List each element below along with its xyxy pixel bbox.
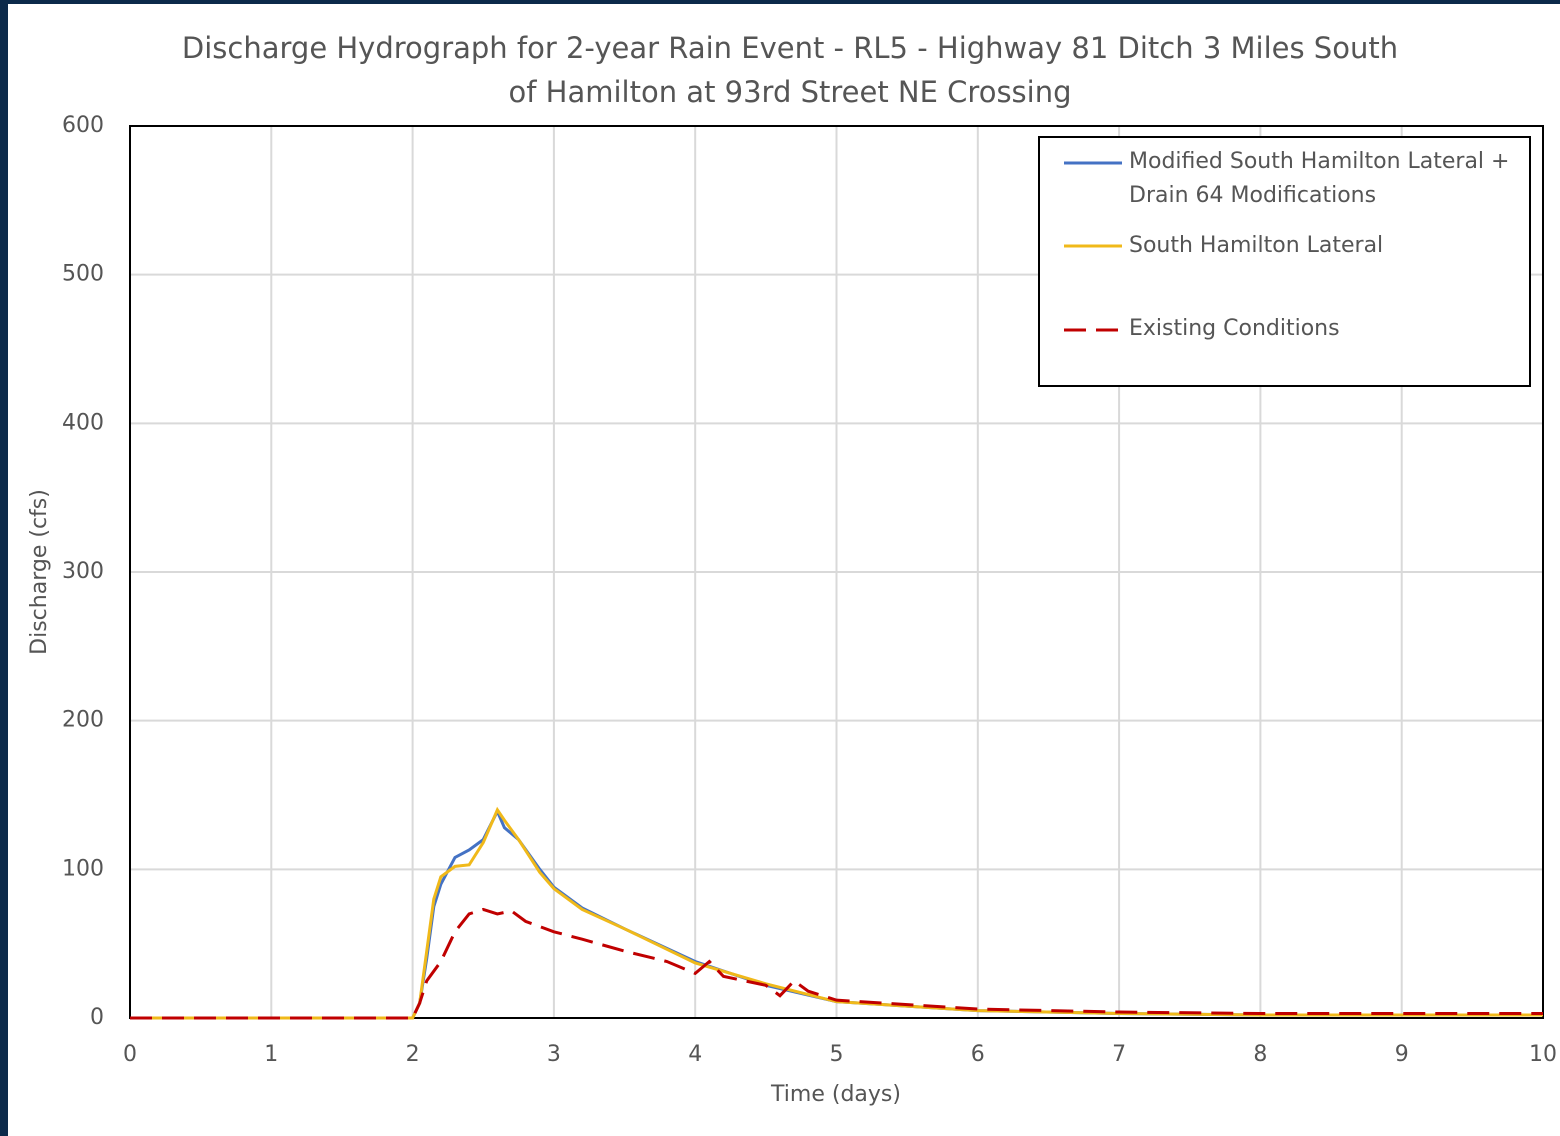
y-axis-label: Discharge (cfs)	[27, 489, 52, 655]
x-tick-label: 3	[547, 1042, 561, 1067]
x-tick-label: 8	[1253, 1042, 1267, 1067]
x-tick-label: 9	[1395, 1042, 1409, 1067]
x-tick-label: 6	[971, 1042, 985, 1067]
y-tick-label: 500	[62, 262, 104, 287]
y-tick-label: 300	[62, 559, 104, 584]
x-tick-label: 0	[123, 1042, 137, 1067]
legend-label: Modified South Hamilton Lateral + Drain …	[1129, 149, 1510, 208]
plot-frame	[129, 125, 1544, 1019]
y-tick-label: 0	[90, 1005, 104, 1030]
x-tick-label: 5	[830, 1042, 844, 1067]
legend-swatches	[1064, 161, 1122, 332]
y-tick-label: 600	[62, 113, 104, 138]
x-tick-label: 10	[1529, 1042, 1557, 1067]
legend: Modified South Hamilton Lateral + Drain …	[1038, 136, 1531, 387]
chart-title: Discharge Hydrograph for 2-year Rain Eve…	[181, 31, 1399, 109]
x-axis-label: Time (days)	[770, 1082, 901, 1107]
data-line	[130, 907, 1543, 1020]
y-tick-label: 100	[62, 856, 104, 881]
x-tick-label: 7	[1112, 1042, 1126, 1067]
y-tick-label: 400	[62, 410, 104, 435]
legend-label: Existing Conditions	[1129, 316, 1340, 341]
legend-label: South Hamilton Lateral	[1129, 233, 1384, 258]
x-tick-label: 2	[406, 1042, 420, 1067]
y-tick-label: 200	[62, 708, 104, 733]
x-tick-label: 4	[688, 1042, 702, 1067]
x-tick-label: 1	[264, 1042, 278, 1067]
